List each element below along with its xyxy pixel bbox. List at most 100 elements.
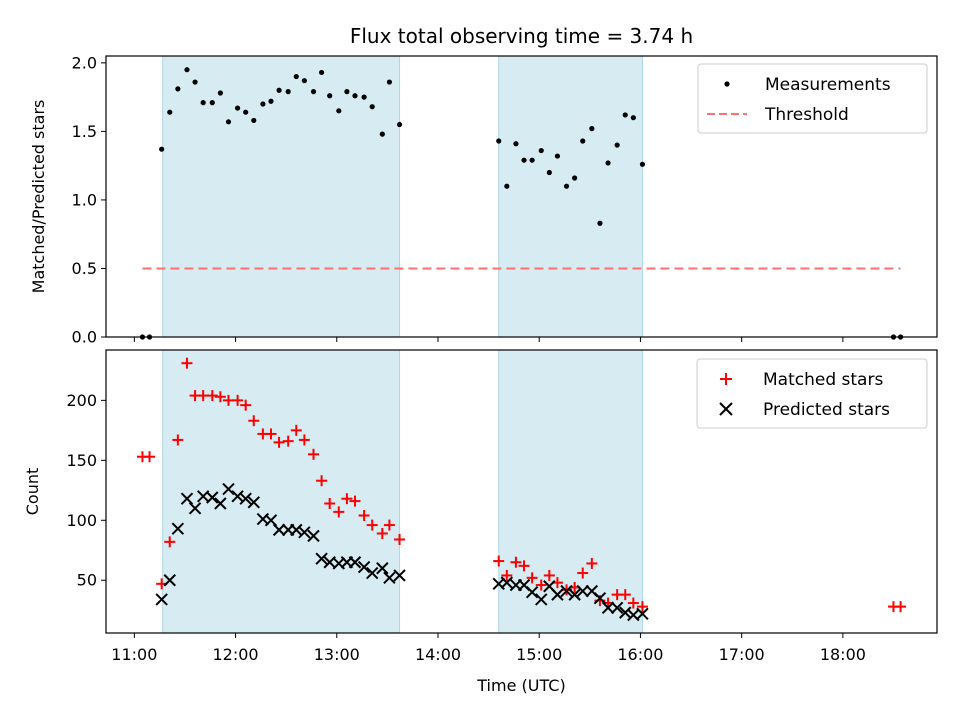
measurement-point [630,115,636,121]
predicted-star-marker [357,560,371,574]
matched-star-marker [619,589,631,601]
measurement-point [563,183,570,189]
bottom-ytick-label: 50 [77,571,97,590]
predicted-star-marker [247,496,260,509]
matched-star-marker [526,572,538,584]
measurement-point [572,175,578,181]
matched-star-marker [636,601,648,613]
measurement-point [167,109,173,115]
predicted-star-marker [155,593,168,606]
predicted-star-marker [163,574,176,587]
measurement-point [175,86,181,92]
predicted-star-marker [290,523,303,537]
matched-star-marker [316,475,328,487]
xtick-label: 13:00 [314,645,360,664]
measurement-point [318,69,325,76]
bottom-legend: Matched stars Predicted stars [696,358,928,429]
matched-star-marker [577,567,589,579]
predicted-star-marker [576,584,589,598]
measurement-point [234,105,241,111]
predicted-star-marker [560,584,573,598]
matched-star-marker [518,560,530,572]
matched-star-marker [240,399,252,411]
xtick-label: 16:00 [617,645,663,664]
top-legend-box [697,63,928,134]
predicted-star-marker [383,571,396,585]
matched-star-marker [181,357,193,369]
measurement-point [622,112,628,118]
measurement-point [352,93,358,99]
predicted-star-marker [171,522,185,535]
legend-threshold-label: Threshold [764,105,849,125]
matched-star-marker [265,428,277,440]
measurement-point [301,78,307,84]
measurement-point [336,108,342,114]
x-axis-label: Time (UTC) [476,676,565,695]
legend-predicted-label: Predicted stars [763,400,890,420]
bottom-y-axis-label: Count [23,468,42,516]
measurement-point [504,183,510,189]
matched-stars-points [136,357,907,613]
measurement-point [344,89,350,95]
top-x-ticks [133,337,844,342]
predicted-star-marker [239,492,252,505]
measurement-point [529,157,535,163]
shaded-span-1 [498,55,643,338]
measurement-point [597,220,603,226]
matched-star-marker [349,495,361,507]
bottom-ytick-label: 150 [66,451,97,470]
measurement-point [276,87,282,93]
predicted-star-marker [376,562,389,575]
measurement-point [386,79,393,85]
measurement-points [139,67,904,340]
measurement-point [293,73,299,80]
measurement-point [200,100,206,106]
measurement-point [217,90,223,96]
bottom-x-ticks: 11:00 12:00 13:00 14:00 15:00 16:00 17:00 18:00 [111,633,866,664]
measurement-point [605,160,611,166]
matched-star-marker [307,448,319,460]
bottom-ytick-label: 200 [66,391,97,410]
top-panel: 0.00.51.01.52.0 Matched/Predicted stars … [29,53,938,347]
top-legend: Measurements Threshold [697,63,928,134]
predicted-star-marker [206,491,219,504]
measurement-point [361,94,367,100]
matched-star-marker [341,493,353,505]
matched-star-marker [333,506,345,518]
measurement-point [225,119,232,125]
measurement-point [580,138,586,144]
top-ytick-label: 0.5 [72,259,97,278]
xtick-label: 15:00 [516,645,562,664]
top-ytick-label: 1.0 [72,190,97,209]
matched-star-marker [214,391,226,403]
legend-measurements-label: Measurements [765,75,891,95]
legend-matched-marker [720,373,732,385]
measurement-point [285,89,291,95]
measurement-point [327,93,333,99]
predicted-star-marker [264,514,278,527]
matched-star-marker [510,556,522,568]
measurement-point [614,142,620,148]
predicted-star-marker [525,586,539,599]
predicted-star-marker [180,492,194,505]
predicted-star-marker [272,523,286,537]
predicted-star-marker [593,592,607,605]
legend-measurements-marker [724,81,730,87]
top-y-ticks: 0.0 0.5 1.0 1.5 2.0 [72,53,106,347]
measurement-point [496,138,502,144]
measurement-point [639,161,646,167]
measurement-point [251,117,257,124]
matched-star-marker [164,536,176,548]
top-ytick-label: 2.0 [72,53,97,72]
matched-star-marker [290,424,302,436]
measurement-point [546,169,552,176]
matched-star-marker [394,533,406,545]
matched-star-marker [586,557,598,569]
predicted-star-marker [393,569,406,582]
matched-star-marker [383,519,395,531]
predicted-star-marker [188,502,202,515]
predicted-star-marker [636,607,649,621]
bottom-axes-frame [105,349,938,634]
measurement-point [513,141,519,147]
legend-predicted-marker [719,402,733,416]
